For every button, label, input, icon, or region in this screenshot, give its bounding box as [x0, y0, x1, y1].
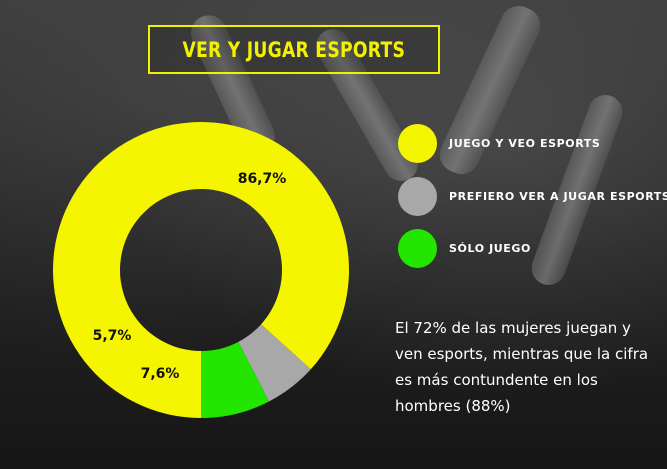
donut-value-labels: 86,7% 5,7% 7,6%: [93, 171, 287, 382]
value-label-prefiero-ver: 5,7%: [93, 328, 132, 344]
legend-label-solo-juego: SÓLO JUEGO: [449, 242, 531, 255]
note-text: El 72% de las mujeres juegan y ven espor…: [395, 319, 649, 415]
legend-swatch-solo-juego: [398, 229, 437, 268]
legend-item-solo-juego: SÓLO JUEGO: [398, 229, 531, 268]
donut-slices: [53, 121, 350, 418]
donut-slice-prefiero-ver: [238, 324, 311, 402]
value-label-solo-juego: 7,6%: [141, 366, 180, 382]
title-box: VER Y JUGAR ESPORTS: [148, 25, 440, 74]
legend-label-prefiero-ver: PREFIERO VER A JUGAR ESPORTS: [449, 190, 667, 203]
legend-swatch-juego-y-veo: [398, 124, 437, 163]
donut-slice-juego-y-veo: [53, 121, 350, 418]
legend-label-juego-y-veo: JUEGO Y VEO ESPORTS: [449, 137, 601, 150]
donut-slice-solo-juego: [201, 341, 270, 418]
legend-item-juego-y-veo: JUEGO Y VEO ESPORTS: [398, 124, 600, 163]
chart-title: VER Y JUGAR ESPORTS: [182, 37, 406, 62]
legend-item-prefiero-ver: PREFIERO VER A JUGAR ESPORTS: [398, 177, 667, 216]
value-label-juego-y-veo: 86,7%: [238, 171, 287, 187]
legend-swatch-prefiero-ver: [398, 177, 437, 216]
